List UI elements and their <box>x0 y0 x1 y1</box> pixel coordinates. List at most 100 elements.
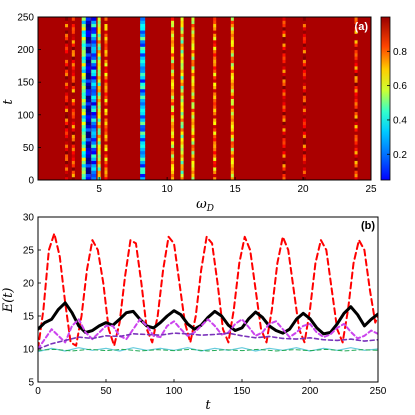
heatmap-band-10-cell <box>191 160 195 165</box>
heatmap-band-12-cell <box>230 30 234 34</box>
heatmap-band-2-cell <box>81 121 87 126</box>
heatmap-band-10-cell <box>191 20 195 25</box>
heatmap-band-14-cell <box>302 17 306 21</box>
heatmap-band-9-cell <box>180 114 184 119</box>
heatmap-band-10-cell <box>191 124 195 129</box>
heatmap-band-12-cell <box>230 176 234 180</box>
heatmap-band-12-cell <box>230 49 234 54</box>
heatmap-band-10-cell <box>191 147 195 152</box>
heatmap-band-12-cell <box>230 105 234 109</box>
heatmap-band-14-cell <box>302 101 306 106</box>
heatmap-band-0-cell <box>65 127 69 132</box>
heatmap-band-2-cell <box>81 78 87 83</box>
heatmap-band-0-cell <box>65 114 69 119</box>
heatmap-band-6-cell <box>104 75 108 80</box>
heatmap-band-11-cell <box>213 105 217 109</box>
heatmap-band-5-cell <box>97 36 101 41</box>
heatmap-band-2-cell <box>81 173 87 178</box>
heatmap-band-11-cell <box>213 72 217 77</box>
heatmap-band-4-cell <box>91 56 97 60</box>
heatmap-band-7-cell <box>140 173 146 178</box>
heatmap-band-2-cell <box>81 163 87 168</box>
heatmap-band-0-cell <box>65 163 69 168</box>
heatmap-band-12-cell <box>230 144 234 148</box>
heatmap-band-15-cell <box>354 52 358 57</box>
heatmap-band-3-cell <box>85 69 91 73</box>
heatmap-band-6-cell <box>104 82 108 86</box>
heatmap-band-9-cell <box>180 91 184 96</box>
heatmap-band-12-cell <box>230 52 234 57</box>
heatmap-band-5-cell <box>97 75 101 80</box>
heatmap-band-4-cell <box>91 23 97 28</box>
heatmap-band-3-cell <box>85 127 91 132</box>
heatmap-band-10-cell <box>191 131 195 135</box>
heatmap-band-0-cell <box>65 39 69 44</box>
heatmap-band-3-cell <box>85 33 91 38</box>
heatmap-band-2-cell <box>81 111 87 116</box>
heatmap-band-12-cell <box>230 173 234 178</box>
heatmap-band-14-cell <box>302 111 306 116</box>
heatmap-band-5-cell <box>97 131 101 135</box>
heatmap-band-9-cell <box>180 26 184 31</box>
heatmap-band-14-cell <box>302 65 306 70</box>
heatmap-band-15-cell <box>354 39 358 44</box>
heatmap-band-0-cell <box>65 26 69 31</box>
heatmap-band-8-cell <box>171 105 175 109</box>
heatmap-band-8-cell <box>171 43 175 47</box>
heatmap-band-1-cell <box>71 43 75 47</box>
heatmap-band-11-cell <box>213 75 217 80</box>
heatmap-band-8-cell <box>171 91 175 96</box>
heatmap-band-5-cell <box>97 52 101 57</box>
heatmap-band-7-cell <box>140 46 146 51</box>
heatmap-band-13-cell <box>282 176 286 180</box>
heatmap-band-9-cell <box>180 173 184 178</box>
heatmap-band-5-cell <box>97 127 101 132</box>
heatmap-band-5-cell <box>97 65 101 70</box>
heatmap-band-2-cell <box>81 98 87 103</box>
heatmap-band-10-cell <box>191 111 195 116</box>
heatmap-band-14-cell <box>302 30 306 34</box>
heatmap-band-6-cell <box>104 108 108 113</box>
heatmap-band-8-cell <box>171 118 175 122</box>
heatmap-band-7-cell <box>140 101 146 106</box>
heatmap-band-2-cell <box>81 56 87 60</box>
heatmap-band-15-cell <box>354 69 358 73</box>
heatmap-band-0-cell <box>65 30 69 34</box>
heatmap-band-5-cell <box>97 137 101 142</box>
heatmap-band-15-cell <box>354 59 358 64</box>
heatmap-band-11-cell <box>213 121 217 126</box>
heatmap-band-9-cell <box>180 36 184 41</box>
heatmap-band-14-cell <box>302 127 306 132</box>
heatmap-band-8-cell <box>171 131 175 135</box>
heatmap-band-0-cell <box>65 157 69 161</box>
heatmap-band-15-cell <box>354 157 358 161</box>
heatmap-band-10-cell <box>191 108 195 113</box>
heatmap-band-5-cell <box>97 85 101 90</box>
heatmap-band-2-cell <box>81 140 87 145</box>
heatmap-band-5-cell <box>97 23 101 28</box>
heatmap-band-11-cell <box>213 173 217 178</box>
heatmap-band-4-cell <box>91 160 97 165</box>
heatmap-band-14-cell <box>302 62 306 67</box>
heatmap-band-1-cell <box>71 88 75 93</box>
heatmap-band-2-cell <box>81 20 87 25</box>
heatmap-band-9-cell <box>180 59 184 64</box>
heatmap-band-0-cell <box>65 105 69 109</box>
heatmap-band-4-cell <box>91 30 97 34</box>
heatmap-band-3-cell <box>85 170 91 174</box>
heatmap-band-14-cell <box>302 78 306 83</box>
heatmap-band-5-cell <box>97 49 101 54</box>
heatmap-band-4-cell <box>91 65 97 70</box>
heatmap-band-3-cell <box>85 82 91 86</box>
heatmap-band-8-cell <box>171 170 175 174</box>
heatmap-band-3-cell <box>85 52 91 57</box>
heatmap-band-5-cell <box>97 62 101 67</box>
heatmap-band-11-cell <box>213 82 217 86</box>
heatmap-band-13-cell <box>282 26 286 31</box>
heatmap-band-13-cell <box>282 49 286 54</box>
panel-a-y-tick-label: 250 <box>17 13 34 24</box>
heatmap-band-9-cell <box>180 147 184 152</box>
heatmap-band-11-cell <box>213 137 217 142</box>
colorbar-tick-label: 0.6 <box>393 81 407 92</box>
heatmap-band-8-cell <box>171 33 175 38</box>
